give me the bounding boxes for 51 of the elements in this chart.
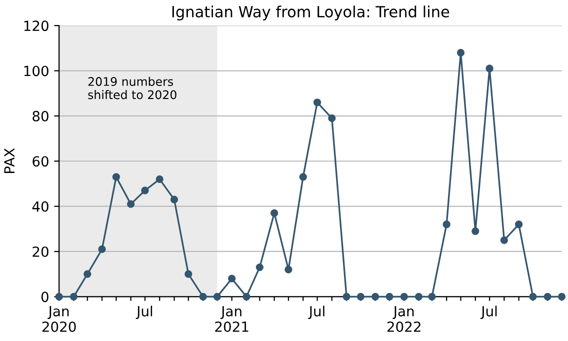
point: [170, 196, 178, 204]
y-tick-label: 0: [41, 292, 48, 302]
point: [400, 292, 408, 300]
point: [544, 292, 552, 300]
point: [313, 98, 322, 106]
point: [284, 266, 292, 274]
y-tick-label: 60: [32, 156, 48, 167]
point: [500, 236, 508, 244]
x-tick-label: Jan 2021: [215, 306, 248, 332]
point: [386, 292, 394, 300]
point: [270, 209, 278, 217]
point: [472, 227, 480, 235]
point: [84, 270, 92, 278]
point: [98, 245, 106, 254]
y-tick-label: 80: [32, 110, 48, 122]
point: [156, 175, 164, 184]
point: [256, 263, 264, 272]
point: [414, 292, 423, 300]
point: [371, 292, 380, 300]
x-tick-label: Jul: [480, 306, 497, 320]
chart-title: Ignatian Way from Loyola: Trend line: [172, 6, 450, 20]
point: [70, 292, 78, 300]
y-tick-label: 120: [24, 20, 48, 32]
point: [558, 292, 566, 300]
point: [356, 292, 364, 300]
point: [428, 292, 436, 300]
point: [199, 292, 207, 300]
y-tick-label: 40: [32, 201, 48, 212]
point: [141, 186, 149, 194]
x-tick-label: Jan 2020: [42, 306, 76, 332]
point: [529, 292, 537, 300]
y-tick-label: 20: [32, 246, 48, 257]
point: [456, 48, 465, 57]
x-tick-label: Jan 2022: [387, 306, 420, 332]
point: [514, 220, 523, 228]
point: [213, 292, 222, 300]
point: [242, 292, 250, 300]
band-label: 2019 numbers shifted to 2020: [88, 76, 176, 100]
point: [442, 220, 450, 228]
point: [228, 274, 236, 282]
point: [126, 200, 135, 208]
y-tick-label: 100: [24, 66, 48, 76]
y-axis-title: PAX: [4, 148, 14, 174]
point: [328, 114, 336, 122]
point: [299, 173, 307, 181]
point: [112, 173, 120, 181]
x-tick-label: Jul: [136, 306, 152, 320]
point: [184, 270, 192, 278]
x-tick-label: Jul: [308, 306, 324, 320]
point: [342, 292, 350, 300]
point: [486, 64, 494, 72]
